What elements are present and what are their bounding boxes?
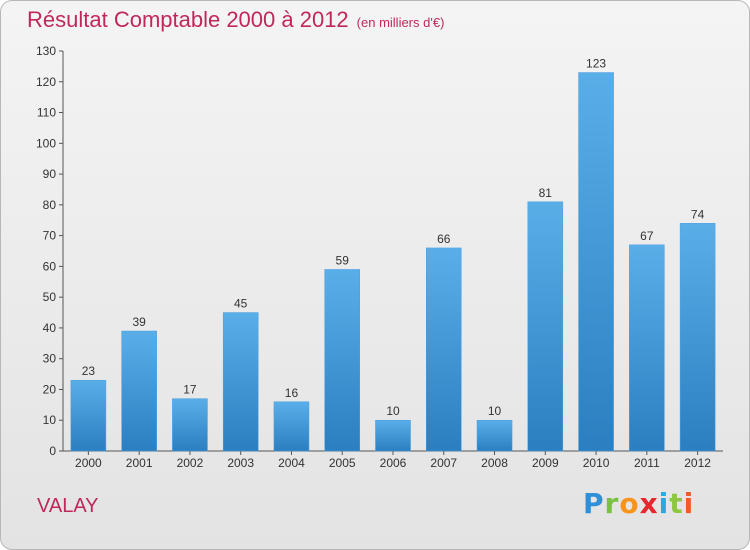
y-tick-label: 120 bbox=[36, 75, 56, 89]
y-tick-label: 130 bbox=[36, 44, 56, 58]
logo-letter: t bbox=[669, 487, 684, 520]
chart-title-text: Résultat Comptable 2000 à 2012 bbox=[27, 7, 349, 32]
x-tick-label: 2005 bbox=[329, 456, 356, 470]
x-tick-label: 2009 bbox=[532, 456, 559, 470]
data-label: 123 bbox=[586, 57, 606, 71]
y-tick-label: 60 bbox=[43, 259, 57, 273]
x-tick-label: 2002 bbox=[177, 456, 204, 470]
x-tick-label: 2010 bbox=[583, 456, 610, 470]
x-tick-label: 2006 bbox=[380, 456, 407, 470]
data-label: 10 bbox=[386, 404, 400, 418]
chart-title: Résultat Comptable 2000 à 2012 (en millie… bbox=[27, 7, 444, 33]
bar bbox=[324, 269, 360, 452]
chart-bars bbox=[70, 72, 716, 452]
place-name: VALAY bbox=[37, 495, 99, 517]
x-tick-label: 2001 bbox=[126, 456, 153, 470]
logo-letter: i bbox=[683, 487, 695, 520]
bar bbox=[273, 401, 310, 452]
y-tick-label: 110 bbox=[37, 106, 56, 120]
data-label: 66 bbox=[437, 232, 451, 246]
proxiti-logo[interactable]: Proxiti bbox=[583, 487, 694, 520]
y-tick-label: 70 bbox=[43, 229, 57, 243]
bar bbox=[172, 398, 208, 452]
logo-letter: r bbox=[604, 487, 620, 520]
data-label: 17 bbox=[183, 383, 197, 397]
logo-letter: x bbox=[639, 487, 659, 520]
data-label: 45 bbox=[234, 297, 248, 311]
bar bbox=[578, 72, 614, 452]
logo-letter: P bbox=[583, 487, 605, 520]
data-label: 39 bbox=[132, 315, 146, 329]
x-tick-label: 2003 bbox=[227, 456, 254, 470]
bar bbox=[527, 201, 564, 452]
data-label: 81 bbox=[539, 186, 553, 200]
x-tick-label: 2004 bbox=[278, 456, 305, 470]
data-label: 74 bbox=[691, 207, 705, 221]
x-tick-label: 2007 bbox=[430, 456, 457, 470]
y-tick-label: 30 bbox=[43, 352, 57, 366]
y-tick-label: 90 bbox=[43, 167, 57, 181]
x-tick-label: 2011 bbox=[634, 456, 660, 470]
x-tick-label: 2012 bbox=[684, 456, 711, 470]
y-tick-label: 80 bbox=[43, 198, 57, 212]
y-tick-label: 40 bbox=[43, 321, 57, 335]
y-tick-label: 0 bbox=[49, 444, 56, 458]
y-tick-label: 50 bbox=[43, 290, 57, 304]
bar bbox=[222, 312, 259, 452]
chart-labels: 23 2000 39 2001 17 2002 45 2003 16 2004 59 2005 10 20… bbox=[75, 57, 711, 470]
x-tick-label: 2008 bbox=[481, 456, 508, 470]
bar bbox=[629, 244, 665, 452]
data-label: 59 bbox=[336, 253, 350, 267]
y-tick-label: 100 bbox=[36, 136, 56, 150]
data-label: 67 bbox=[640, 229, 654, 243]
bar bbox=[70, 379, 107, 452]
chart-subtitle: (en milliers d'€) bbox=[356, 15, 445, 30]
bar bbox=[375, 419, 411, 452]
x-tick-label: 2000 bbox=[75, 456, 102, 470]
y-tick-label: 10 bbox=[43, 413, 57, 427]
data-label: 16 bbox=[285, 386, 299, 400]
bar bbox=[476, 419, 513, 452]
bar bbox=[679, 223, 716, 452]
bar bbox=[426, 247, 462, 452]
data-label: 10 bbox=[488, 404, 502, 418]
y-tick-label: 20 bbox=[43, 382, 57, 396]
logo-letter: o bbox=[619, 487, 640, 520]
data-label: 23 bbox=[82, 364, 96, 378]
bar bbox=[121, 330, 157, 452]
logo-letter: i bbox=[658, 487, 670, 520]
